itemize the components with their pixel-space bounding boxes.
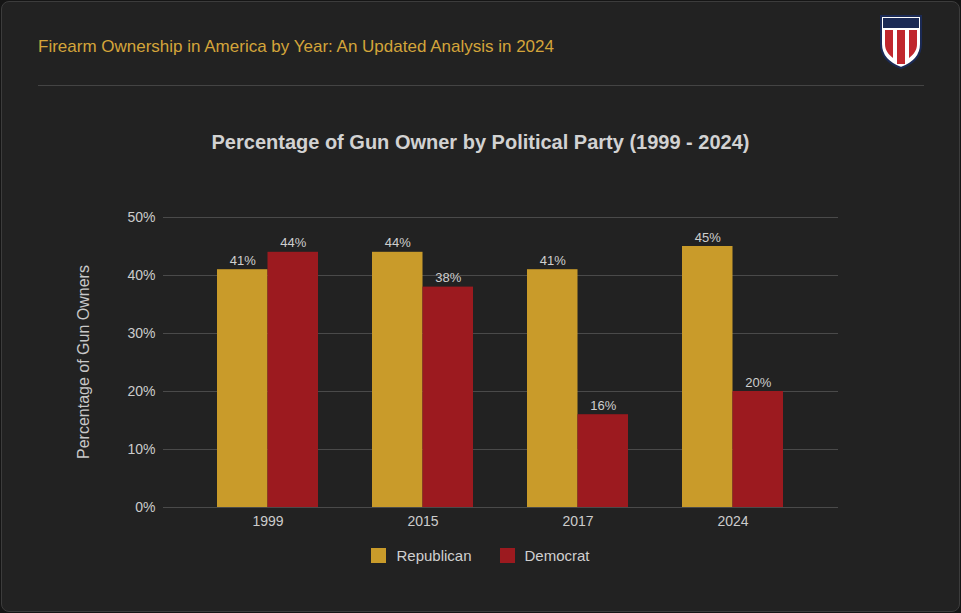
svg-text:50%: 50% (127, 209, 155, 225)
html-text:Democrat: Democrat (524, 547, 590, 564)
svg-text:41%: 41% (540, 253, 566, 268)
svg-text:2017: 2017 (562, 513, 593, 529)
html-text:Republican: Republican (396, 547, 472, 564)
svg-text:1999: 1999 (252, 513, 283, 529)
html-text:Percentage of Gun Owners: Percentage of Gun Owners (75, 265, 92, 459)
svg-text:44%: 44% (385, 235, 411, 250)
svg-text:16%: 16% (590, 398, 616, 413)
html-text:Firearm Ownership in America b: Firearm Ownership in America by Year: An… (38, 37, 554, 56)
svg-text:40%: 40% (127, 267, 155, 283)
svg-text:10%: 10% (127, 441, 155, 457)
svg-text:44%: 44% (280, 235, 306, 250)
svg-text:45%: 45% (695, 230, 721, 245)
html-text:Percentage of Gun Owner by Pol: Percentage of Gun Owner by Political Par… (211, 131, 750, 153)
svg-text:38%: 38% (435, 270, 461, 285)
svg-text:2024: 2024 (717, 513, 748, 529)
svg-text:41%: 41% (230, 253, 256, 268)
svg-text:20%: 20% (127, 383, 155, 399)
svg-text:0%: 0% (135, 499, 155, 515)
svg-text:20%: 20% (745, 375, 771, 390)
svg-text:2015: 2015 (407, 513, 438, 529)
svg-text:30%: 30% (127, 325, 155, 341)
